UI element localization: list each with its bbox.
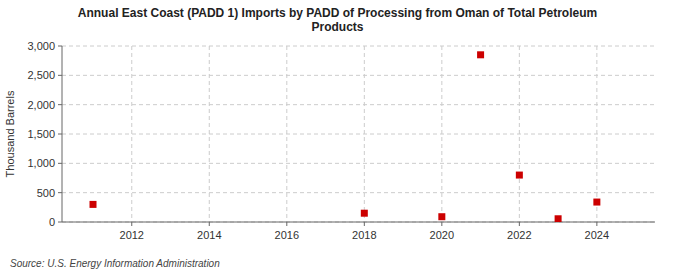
x-tick: [596, 222, 597, 226]
data-point: [90, 201, 97, 208]
y-tick-label: 0: [49, 216, 55, 228]
x-tick-label: 2018: [352, 229, 376, 241]
y-axis-line: [62, 46, 63, 222]
x-tick: [519, 222, 520, 226]
x-tick-label: 2012: [120, 229, 144, 241]
y-tick: [58, 134, 62, 135]
x-grid-line: [364, 46, 365, 222]
data-point: [477, 51, 484, 58]
grid: [62, 46, 655, 222]
title-line: Products: [311, 20, 363, 34]
y-grid-line: [62, 192, 655, 193]
x-tick-label: 2014: [197, 229, 221, 241]
data-point: [516, 172, 523, 179]
axes: 0 500 1,000 1,500 2,000 2,500 3,000 2012 2014 201…: [27, 40, 655, 241]
source-note: Source: U.S. Energy Information Administ…: [10, 258, 220, 269]
y-tick: [58, 75, 62, 76]
chart-title: Annual East Coast (PADD 1) Imports by PA…: [78, 6, 597, 34]
x-tick-label: 2022: [507, 229, 531, 241]
x-tick: [441, 222, 442, 226]
data-point: [593, 199, 600, 206]
x-tick: [364, 222, 365, 226]
y-grid-line: [62, 46, 655, 47]
y-tick-label: 2,500: [27, 69, 55, 81]
x-tick-label: 2024: [585, 229, 609, 241]
y-grid-line: [62, 222, 655, 223]
x-grid-line: [131, 46, 132, 222]
points: [90, 51, 601, 222]
y-grid-line: [62, 134, 655, 135]
data-point: [438, 213, 445, 220]
y-tick-label: 1,000: [27, 157, 55, 169]
data-point: [361, 210, 368, 217]
y-grid-line: [62, 104, 655, 105]
x-tick-label: 2016: [275, 229, 299, 241]
chart-container: Annual East Coast (PADD 1) Imports by PA…: [0, 0, 675, 275]
x-axis-line: [62, 222, 655, 223]
y-axis-label: Thousand Barrels: [4, 90, 16, 177]
y-tick-label: 2,000: [27, 99, 55, 111]
x-grid-line: [441, 46, 442, 222]
y-tick: [58, 163, 62, 164]
x-tick: [209, 222, 210, 226]
title-line: Annual East Coast (PADD 1) Imports by PA…: [78, 6, 597, 20]
x-tick: [131, 222, 132, 226]
y-tick: [58, 104, 62, 105]
y-tick-label: 500: [37, 187, 55, 199]
y-grid-line: [62, 75, 655, 76]
x-grid-line: [209, 46, 210, 222]
x-grid-line: [596, 46, 597, 222]
x-tick: [286, 222, 287, 226]
y-grid-line: [62, 163, 655, 164]
y-tick: [58, 46, 62, 47]
x-grid-line: [286, 46, 287, 222]
y-tick: [58, 222, 62, 223]
x-tick-label: 2020: [430, 229, 454, 241]
y-tick-label: 1,500: [27, 128, 55, 140]
x-grid-line: [519, 46, 520, 222]
chart-svg: Annual East Coast (PADD 1) Imports by PA…: [0, 0, 675, 275]
data-point: [555, 215, 562, 222]
y-tick: [58, 192, 62, 193]
y-tick-label: 3,000: [27, 40, 55, 52]
